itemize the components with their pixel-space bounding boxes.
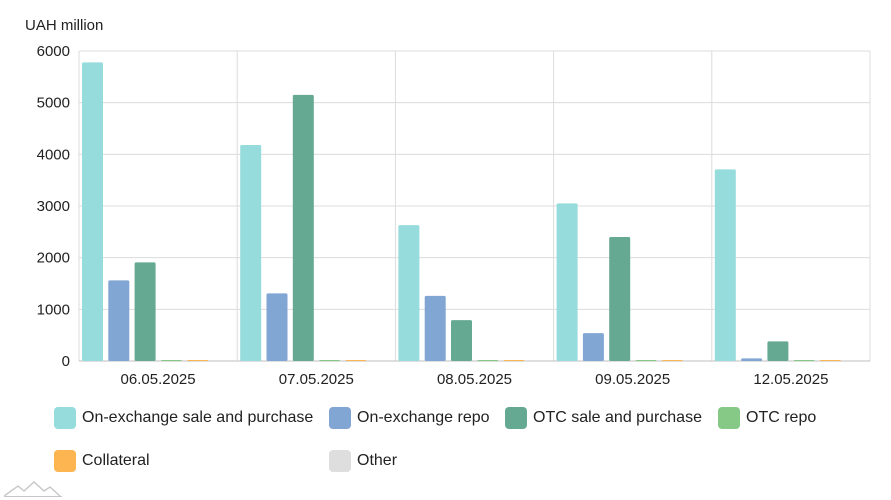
mountain-logo-icon bbox=[4, 481, 62, 497]
legend-item[interactable]: On-exchange sale and purchase bbox=[54, 407, 313, 429]
bar bbox=[266, 293, 288, 361]
legend-item[interactable]: OTC sale and purchase bbox=[505, 407, 702, 429]
bar bbox=[345, 360, 367, 361]
legend-item[interactable]: Collateral bbox=[54, 450, 150, 472]
bar bbox=[820, 360, 841, 361]
x-tick-label: 09.05.2025 bbox=[595, 371, 670, 388]
x-tick-label: 06.05.2025 bbox=[121, 371, 196, 388]
bar bbox=[582, 333, 604, 361]
legend-swatch bbox=[54, 407, 76, 429]
y-axis-unit-label: UAH million bbox=[25, 17, 104, 34]
bar bbox=[767, 341, 789, 361]
bar bbox=[451, 320, 472, 361]
bar bbox=[160, 360, 182, 361]
y-tick-label: 4000 bbox=[37, 146, 70, 163]
x-tick-label: 12.05.2025 bbox=[753, 371, 828, 388]
legend-label: OTC repo bbox=[746, 409, 817, 426]
legend-swatch bbox=[329, 450, 351, 472]
bar bbox=[319, 360, 341, 361]
bar bbox=[424, 295, 446, 361]
legend-swatch bbox=[329, 407, 351, 429]
bar bbox=[714, 169, 736, 361]
legend-label: On-exchange sale and purchase bbox=[82, 409, 314, 426]
y-tick-label: 3000 bbox=[37, 198, 70, 215]
legend-item[interactable]: OTC repo bbox=[718, 407, 816, 429]
legend-label: On-exchange repo bbox=[357, 409, 490, 426]
bar bbox=[108, 280, 130, 361]
legend-item[interactable]: On-exchange repo bbox=[329, 407, 490, 429]
legend-swatch bbox=[54, 450, 76, 472]
bar bbox=[134, 262, 156, 361]
bar bbox=[793, 360, 815, 361]
bar bbox=[398, 225, 420, 361]
bar bbox=[609, 237, 631, 361]
x-tick-label: 08.05.2025 bbox=[437, 371, 512, 388]
y-tick-label: 2000 bbox=[37, 250, 70, 267]
bar bbox=[187, 360, 209, 361]
legend-label: OTC sale and purchase bbox=[533, 409, 702, 426]
y-tick-label: 6000 bbox=[37, 43, 70, 60]
bar-chart: 0 1000 2000 3000 4000 5000 6000 06.05.2025 07.05… bbox=[37, 43, 871, 388]
legend-swatch bbox=[505, 407, 527, 429]
bar bbox=[240, 145, 262, 361]
legend-swatch bbox=[718, 407, 740, 429]
bar bbox=[292, 94, 314, 362]
y-tick-label: 0 bbox=[62, 353, 70, 370]
legend-label: Other bbox=[357, 452, 398, 469]
y-tick-label: 1000 bbox=[37, 301, 70, 318]
bar bbox=[556, 203, 578, 361]
legend-item[interactable]: Other bbox=[329, 450, 397, 472]
legend-label: Collateral bbox=[82, 452, 150, 469]
bar bbox=[741, 358, 763, 361]
bar bbox=[661, 360, 683, 361]
y-tick-label: 5000 bbox=[37, 95, 70, 112]
bar bbox=[82, 62, 103, 361]
bar bbox=[477, 360, 499, 361]
x-tick-label: 07.05.2025 bbox=[279, 371, 354, 388]
bar bbox=[503, 360, 525, 361]
bar bbox=[635, 360, 657, 361]
